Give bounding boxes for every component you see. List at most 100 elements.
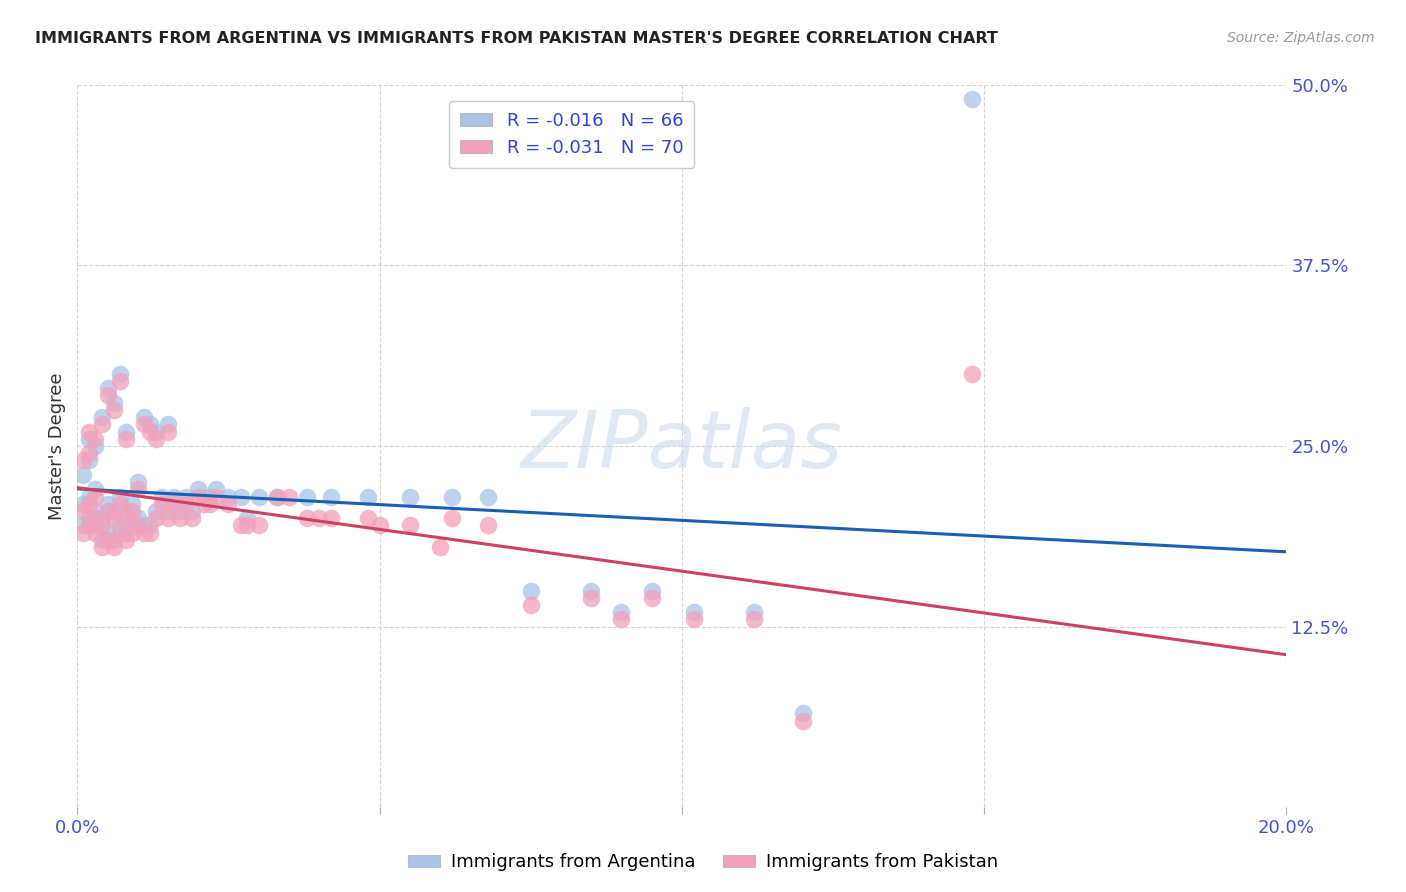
Point xyxy=(744,612,766,626)
Point xyxy=(96,388,118,402)
Point xyxy=(181,511,204,525)
Point xyxy=(132,417,155,432)
Point xyxy=(114,432,136,446)
Point xyxy=(399,518,422,533)
Point xyxy=(114,533,136,547)
Point xyxy=(139,518,162,533)
Point xyxy=(150,490,173,504)
Point xyxy=(108,490,131,504)
Point xyxy=(174,490,197,504)
Point xyxy=(247,518,270,533)
Point xyxy=(169,504,191,518)
Point xyxy=(157,417,180,432)
Point xyxy=(103,511,125,525)
Point xyxy=(132,518,155,533)
Point xyxy=(218,497,240,511)
Point xyxy=(90,511,112,525)
Point xyxy=(247,490,270,504)
Point xyxy=(72,467,94,482)
Point xyxy=(79,497,101,511)
Point xyxy=(266,490,288,504)
Point xyxy=(399,490,422,504)
Point xyxy=(79,425,101,439)
Point xyxy=(121,518,143,533)
Point xyxy=(356,490,378,504)
Point xyxy=(200,490,222,504)
Point xyxy=(235,511,257,525)
Point xyxy=(96,381,118,395)
Point xyxy=(79,490,101,504)
Point xyxy=(90,540,112,554)
Point xyxy=(84,511,107,525)
Point xyxy=(84,525,107,540)
Point xyxy=(145,432,167,446)
Point xyxy=(368,518,391,533)
Point xyxy=(90,410,112,425)
Point xyxy=(960,367,983,381)
Point xyxy=(108,525,131,540)
Point xyxy=(84,490,107,504)
Point xyxy=(90,533,112,547)
Point xyxy=(205,483,228,497)
Point xyxy=(193,490,215,504)
Point xyxy=(295,490,318,504)
Legend: R = -0.016   N = 66, R = -0.031   N = 70: R = -0.016 N = 66, R = -0.031 N = 70 xyxy=(449,101,695,168)
Point xyxy=(139,425,162,439)
Point xyxy=(103,403,125,417)
Point xyxy=(477,490,499,504)
Point xyxy=(90,417,112,432)
Point xyxy=(79,518,101,533)
Point xyxy=(114,425,136,439)
Point xyxy=(792,714,814,728)
Point xyxy=(229,490,252,504)
Point xyxy=(150,497,173,511)
Point xyxy=(72,453,94,467)
Point xyxy=(103,504,125,518)
Point xyxy=(84,518,107,533)
Point xyxy=(108,497,131,511)
Point xyxy=(218,490,240,504)
Point xyxy=(114,504,136,518)
Point xyxy=(96,504,118,518)
Point xyxy=(103,540,125,554)
Point xyxy=(683,605,706,619)
Point xyxy=(295,511,318,525)
Point xyxy=(108,518,131,533)
Point xyxy=(174,497,197,511)
Point xyxy=(641,583,664,598)
Point xyxy=(581,583,603,598)
Point xyxy=(96,497,118,511)
Point xyxy=(139,525,162,540)
Point xyxy=(441,490,464,504)
Point xyxy=(744,605,766,619)
Point xyxy=(90,518,112,533)
Point xyxy=(145,504,167,518)
Point xyxy=(683,612,706,626)
Point xyxy=(84,439,107,453)
Point xyxy=(132,525,155,540)
Point xyxy=(235,518,257,533)
Point xyxy=(610,605,633,619)
Point xyxy=(127,511,149,525)
Point xyxy=(79,511,101,525)
Point xyxy=(266,490,288,504)
Point xyxy=(132,410,155,425)
Point xyxy=(792,706,814,721)
Point xyxy=(193,497,215,511)
Text: IMMIGRANTS FROM ARGENTINA VS IMMIGRANTS FROM PAKISTAN MASTER'S DEGREE CORRELATIO: IMMIGRANTS FROM ARGENTINA VS IMMIGRANTS … xyxy=(35,31,998,46)
Point xyxy=(96,525,118,540)
Point xyxy=(79,432,101,446)
Point xyxy=(157,511,180,525)
Point xyxy=(278,490,301,504)
Point xyxy=(108,374,131,388)
Point xyxy=(441,511,464,525)
Point xyxy=(72,518,94,533)
Point xyxy=(96,533,118,547)
Text: Source: ZipAtlas.com: Source: ZipAtlas.com xyxy=(1227,31,1375,45)
Point xyxy=(520,598,543,612)
Point xyxy=(960,92,983,106)
Point xyxy=(79,453,101,467)
Point xyxy=(187,490,209,504)
Point xyxy=(308,511,330,525)
Point xyxy=(187,483,209,497)
